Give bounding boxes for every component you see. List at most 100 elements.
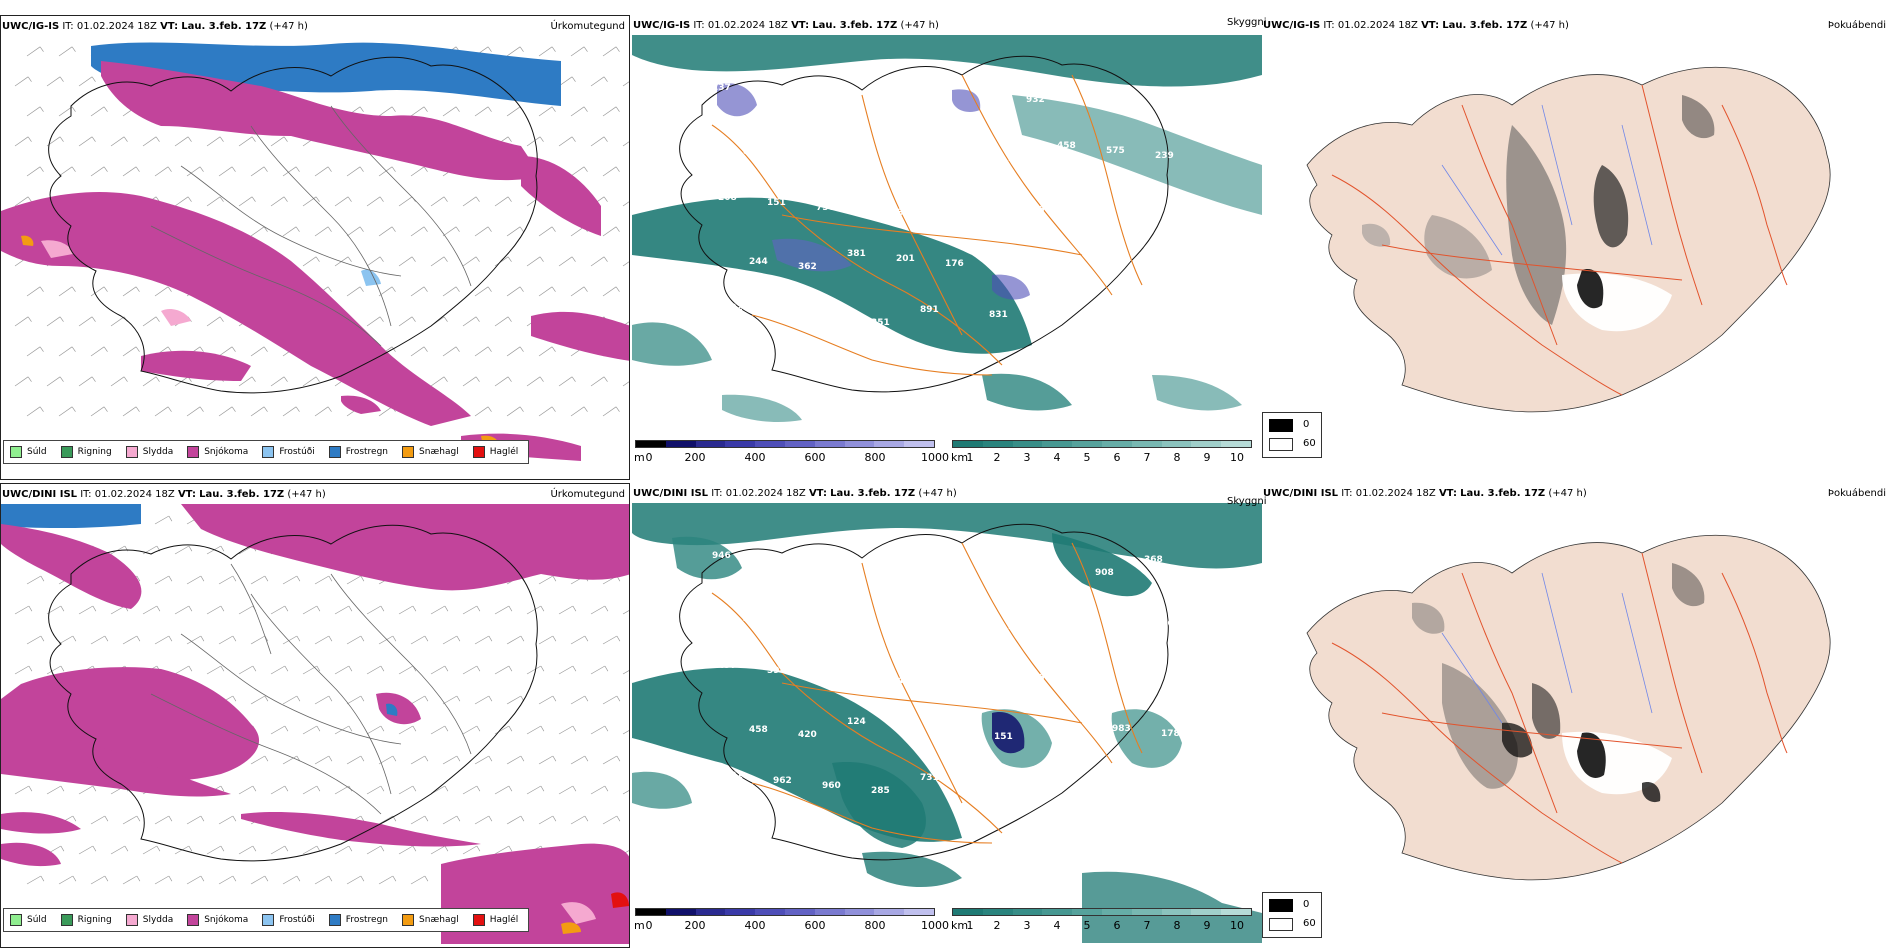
colorbar-tick-label: 10 <box>1230 919 1244 932</box>
station-visibility-label: 285 <box>871 786 890 796</box>
station-visibility-label: 739 <box>1057 609 1076 619</box>
colorbar-tick-label: 5 <box>1083 451 1091 464</box>
station-visibility-label: 758 <box>890 144 909 154</box>
colorbar-tick-label: 400 <box>744 451 766 464</box>
station-visibility-label: 500 <box>1155 619 1174 629</box>
station-visibility-label: 303 <box>792 152 811 162</box>
station-visibility-label: 348 <box>934 663 953 673</box>
legend-item-frostudi: Frostúði <box>262 914 315 926</box>
station-visibility-label: 745 <box>1095 100 1114 110</box>
station-visibility-label: 124 <box>847 717 866 727</box>
station-visibility-label: 237 <box>712 83 731 93</box>
station-visibility-label: 821 <box>743 147 762 157</box>
station-visibility-label: 458 <box>749 725 768 735</box>
panel-title: Þokuábendi <box>1827 20 1886 31</box>
colorbar-tick-label: 1000 <box>921 451 949 464</box>
precip-type-map <box>1 42 629 461</box>
station-visibility-label: 651 <box>1038 315 1057 325</box>
panel-header: UWC/DINI ISL IT: 01.02.2024 18Z VT: Lau.… <box>2 489 326 500</box>
station-visibility-label: 176 <box>945 259 964 269</box>
station-visibility-label: 960 <box>822 781 841 791</box>
station-visibility-label: 351 <box>1043 251 1062 261</box>
station-visibility-label: 983 <box>1112 724 1131 734</box>
station-visibility-label: 368 <box>1144 555 1163 565</box>
station-visibility-label: 658 <box>1161 261 1180 271</box>
station-visibility-label: 908 <box>1095 568 1114 578</box>
station-visibility-label: 362 <box>798 262 817 272</box>
visibility-title-bottom: Skyggni <box>1227 496 1267 507</box>
legend-item-snjokoma: Snjókoma <box>187 446 248 458</box>
station-visibility-label: 990 <box>781 556 800 566</box>
station-visibility-label: 575 <box>1106 146 1125 156</box>
colorbar-tick-label: 600 <box>804 919 826 932</box>
legend-item-haglel: Haglél <box>472 446 518 458</box>
station-visibility-label: 66 <box>977 90 990 100</box>
station-visibility-label: 607 <box>928 553 947 563</box>
station-visibility-label: 903 <box>841 607 860 617</box>
station-visibility-label: 919 <box>1106 614 1125 624</box>
colorbar-tick-label: 800 <box>864 451 886 464</box>
precip-type-legend: Súld Rigning Slydda Snjókoma Frostúði Fr… <box>3 908 530 932</box>
station-visibility-label: 64 <box>896 722 909 732</box>
station-visibility-label: 311 <box>1130 665 1149 675</box>
fog-map <box>1306 534 1831 881</box>
panel-header: UWC/DINI ISL IT: 01.02.2024 18Z VT: Lau.… <box>633 488 957 499</box>
station-visibility-label: 416 <box>743 615 762 625</box>
colorbar-tick-label: 8 <box>1173 451 1181 464</box>
station-visibility-label: 981 <box>822 313 841 323</box>
colorbar-tick-label: 400 <box>744 919 766 932</box>
station-visibility-label: 385 <box>1081 210 1100 220</box>
station-visibility-label: 386 <box>841 139 860 149</box>
panel-header: UWC/IG-IS IT: 01.02.2024 18Z VT: Lau. 3.… <box>1263 20 1569 31</box>
colorbar-unit-km: km <box>951 451 969 464</box>
fog-legend-bottom: 0 60 <box>1262 892 1322 938</box>
colorbar-unit-m: m <box>634 451 645 464</box>
colorbar-tick-label: 0 <box>645 919 653 932</box>
station-visibility-label: 178 <box>1161 729 1180 739</box>
station-visibility-label: 562 <box>773 308 792 318</box>
panel-title: Úrkomutegund <box>550 489 625 500</box>
colorbar-tick-label: 3 <box>1023 919 1031 932</box>
colorbar-tick-label: 7 <box>1143 451 1151 464</box>
legend-item-frostregn: Frostregn <box>328 914 388 926</box>
station-visibility-label: 510 <box>1112 256 1131 266</box>
visibility-km-colorbar: km 1 2 3 4 5 6 7 8 9 10 <box>951 908 1252 932</box>
station-visibility-label: 831 <box>989 310 1008 320</box>
colorbar-tick-label: 4 <box>1053 919 1061 932</box>
colorbar-strip-m <box>635 908 935 916</box>
station-visibility-label: 408 <box>1144 87 1163 97</box>
station-visibility-label: 103 <box>830 93 849 103</box>
station-visibility-label: 331 <box>928 85 947 95</box>
legend-item-sudl: Súld <box>10 446 47 458</box>
legend-item-snjokoma: Snjókoma <box>187 914 248 926</box>
colorbar-tick-label: 9 <box>1203 919 1211 932</box>
colorbar-strip-km <box>952 908 1252 916</box>
station-visibility-label: 240 <box>1081 678 1100 688</box>
legend-item-snaehagl: Snæhagl <box>402 914 459 926</box>
station-visibility-label: 188 <box>1043 719 1062 729</box>
station-visibility-label: 382 <box>939 617 958 627</box>
station-visibility-label: 598 <box>767 666 786 676</box>
colorbar-tick-label: 1 <box>966 451 974 464</box>
station-visibility-label: 366 <box>1032 673 1051 683</box>
station-visibility-label: 102 <box>994 264 1013 274</box>
station-visibility-label: 926 <box>939 149 958 159</box>
station-visibility-label: 731 <box>920 773 939 783</box>
station-visibility-label: 102 <box>792 620 811 630</box>
legend-item-rigning: Rigning <box>60 446 112 458</box>
fog-map <box>1306 66 1831 413</box>
panel-header: UWC/IG-IS IT: 01.02.2024 18Z VT: Lau. 3.… <box>633 20 939 31</box>
station-visibility-label: 366 <box>1032 205 1051 215</box>
station-visibility-label: 978 <box>879 566 898 576</box>
panel-header: UWC/DINI ISL IT: 01.02.2024 18Z VT: Lau.… <box>1263 488 1587 499</box>
colorbar-tick-label: 8 <box>1173 919 1181 932</box>
colorbar-tick-label: 200 <box>684 919 706 932</box>
station-visibility-label: 204 <box>983 200 1002 210</box>
station-visibility-label: 962 <box>773 776 792 786</box>
colorbar-tick-label: 600 <box>804 451 826 464</box>
colorbar-tick-label: 800 <box>864 919 886 932</box>
colorbar-tick-label: 6 <box>1113 919 1121 932</box>
fog-panel-top: UWC/IG-IS IT: 01.02.2024 18Z VT: Lau. 3.… <box>1262 15 1892 480</box>
legend-item-frostregn: Frostregn <box>328 446 388 458</box>
